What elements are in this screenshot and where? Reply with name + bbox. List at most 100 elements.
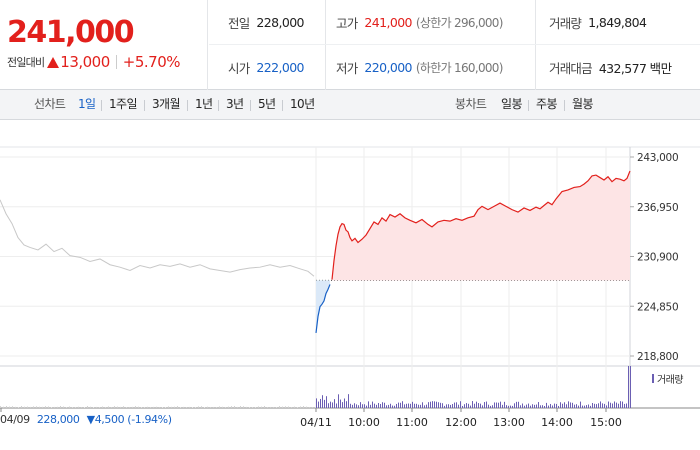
volume-bar	[610, 402, 611, 408]
stat-label: 시가	[228, 61, 250, 76]
previous-volume-bar	[291, 407, 292, 408]
previous-volume-bar	[0, 406, 1, 408]
period-1year-button[interactable]: 1년	[195, 97, 213, 111]
previous-volume-bar	[111, 407, 112, 408]
volume-bar	[374, 403, 375, 408]
monthly-candle-button[interactable]: 월봉	[572, 97, 593, 111]
previous-volume-bar	[144, 407, 145, 408]
lower-limit: (하한가 160,000)	[415, 61, 504, 75]
stat-grid: 전일 228,000 고가 241,000 (상한가 296,000) 거래량 …	[209, 0, 700, 90]
previous-volume-bar	[255, 407, 256, 408]
volume-bar	[388, 404, 389, 408]
price-chart: 243,000 236,950 230,900 224,850 218,800 04/11…	[0, 121, 700, 450]
previous-volume-bar	[300, 406, 301, 408]
period-5year-button[interactable]: 5년	[258, 97, 276, 111]
stat-label: 거래량	[549, 16, 582, 31]
stat-label: 거래대금	[549, 61, 593, 76]
price-change-row: 전일대비 13,000 +5.70%	[7, 53, 181, 71]
previous-volume-bar	[18, 407, 19, 408]
volume-bar	[532, 404, 533, 408]
volume-bar	[394, 405, 395, 408]
volume-bar	[536, 404, 537, 408]
volume-bar	[604, 403, 605, 408]
toolbar-divider	[144, 100, 145, 111]
volume-bar	[404, 404, 405, 408]
toolbar-divider	[187, 100, 188, 111]
volume-bar	[490, 405, 491, 408]
volume-bar	[582, 405, 583, 408]
volume-bar	[328, 403, 329, 408]
volume-bar	[344, 398, 345, 408]
volume-bar	[366, 405, 367, 408]
previous-volume-bar	[228, 406, 229, 408]
period-10year-button[interactable]: 10년	[290, 97, 315, 111]
previous-volume-bar	[15, 406, 16, 408]
y-tick-label: 243,000	[637, 152, 678, 164]
volume-bar	[544, 405, 545, 408]
period-3month-button[interactable]: 3개월	[152, 97, 181, 111]
previous-volume-bar	[93, 407, 94, 408]
period-1day-button[interactable]: 1일	[78, 97, 96, 111]
volume-bar	[548, 405, 549, 408]
volume-bar	[326, 396, 327, 408]
previous-volume-bar	[48, 406, 49, 408]
weekly-candle-button[interactable]: 주봉	[536, 97, 557, 111]
x-tick-label: 15:00	[590, 416, 622, 429]
toolbar-divider	[218, 100, 219, 111]
volume-bar	[616, 402, 617, 408]
previous-day-change-value: 4,500	[94, 413, 125, 426]
previous-volume-bar	[21, 406, 22, 408]
volume-bar	[528, 403, 529, 408]
volume-bar	[504, 401, 505, 408]
volume-bar	[448, 404, 449, 408]
change-percent: +5.70%	[122, 53, 181, 71]
previous-volume-bar	[165, 407, 166, 408]
volume-bar	[466, 403, 467, 408]
previous-volume-bar	[243, 406, 244, 408]
volume-bar	[608, 401, 609, 408]
volume-bar	[360, 402, 361, 408]
volume-bar	[622, 401, 623, 408]
volume-bar	[502, 404, 503, 408]
previous-volume-bar	[51, 407, 52, 408]
volume-bar	[538, 402, 539, 408]
previous-volume-bar	[174, 406, 175, 408]
volume-bar	[630, 366, 631, 408]
previous-volume-bar	[297, 407, 298, 408]
volume-bar	[340, 399, 341, 408]
previous-day-date: 04/09	[0, 413, 30, 426]
previous-volume-bar	[222, 406, 223, 408]
volume-bar	[460, 401, 461, 408]
previous-volume-bar	[309, 406, 310, 408]
volume-bar	[392, 405, 393, 408]
volume-bar	[356, 404, 357, 408]
volume-bar	[554, 403, 555, 408]
volume-bar	[512, 405, 513, 408]
previous-volume-bar	[45, 406, 46, 408]
volume-bar	[506, 405, 507, 408]
previous-volume-bar	[210, 407, 211, 408]
previous-volume-bar	[204, 407, 205, 408]
volume-bar	[602, 403, 603, 408]
previous-volume-bar	[117, 406, 118, 408]
daily-candle-button[interactable]: 일봉	[501, 97, 522, 111]
previous-volume-bar	[258, 406, 259, 408]
volume-bar	[348, 394, 349, 408]
volume-bar	[560, 402, 561, 408]
volume-bar	[406, 403, 407, 408]
volume-bar	[380, 403, 381, 408]
volume-bar	[342, 402, 343, 408]
previous-volume-bar	[132, 406, 133, 408]
volume-bar	[524, 405, 525, 408]
previous-volume-bar	[267, 407, 268, 408]
volume-bar	[338, 394, 339, 408]
stat-value: 228,000	[256, 15, 304, 30]
volume-bar	[574, 404, 575, 408]
volume-bar	[418, 404, 419, 408]
period-3year-button[interactable]: 3년	[226, 97, 244, 111]
previous-day-close: 228,000	[36, 413, 80, 426]
period-1week-button[interactable]: 1주일	[109, 97, 138, 111]
volume-bar	[452, 404, 453, 408]
stat-divider	[325, 0, 326, 90]
volume-bar	[562, 403, 563, 408]
